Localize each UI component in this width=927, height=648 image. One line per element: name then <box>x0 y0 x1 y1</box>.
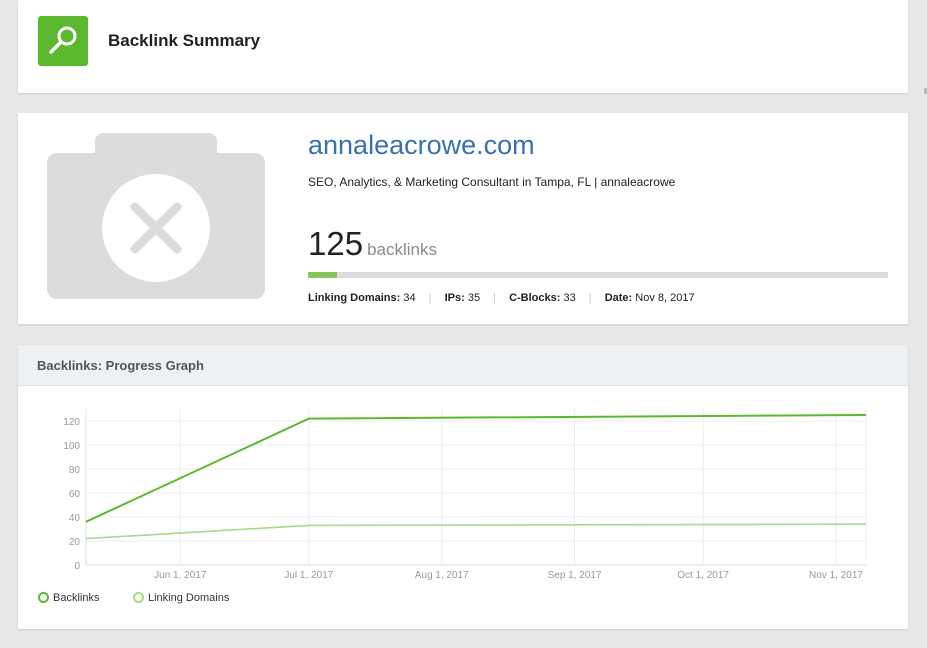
broken-image-icon <box>47 133 265 306</box>
graph-header: Backlinks: Progress Graph <box>18 345 908 386</box>
date-value: Nov 8, 2017 <box>635 292 695 304</box>
legend-item-backlinks[interactable]: Backlinks <box>38 592 99 604</box>
site-description: SEO, Analytics, & Marketing Consultant i… <box>308 175 676 189</box>
summary-card: annaleacrowe.com SEO, Analytics, & Marke… <box>18 113 908 324</box>
divider: | <box>493 292 496 304</box>
legend-label-backlinks: Backlinks <box>53 592 100 604</box>
series-line-linking-domains <box>85 523 867 540</box>
legend-item-linking-domains[interactable]: Linking Domains <box>133 592 229 604</box>
ips-label: IPs: <box>444 292 465 304</box>
progress-fill <box>308 272 337 278</box>
divider: | <box>588 292 592 304</box>
edge-marker <box>924 88 927 94</box>
page-title: Backlink Summary <box>108 31 261 50</box>
legend-marker-backlinks <box>38 592 49 603</box>
backlink-count-unit: backlinks <box>367 240 437 259</box>
x-tick-label: Oct 1, 2017 <box>677 570 729 581</box>
backlink-count: 125 backlinks <box>308 225 437 263</box>
y-tick-label: 0 <box>74 561 80 572</box>
ips-value: 35 <box>467 292 481 304</box>
magnifier-icon <box>38 16 88 66</box>
y-tick-label: 40 <box>69 513 81 524</box>
linking-domains-value: 34 <box>403 292 416 304</box>
x-tick-label: Jun 1, 2017 <box>154 570 207 581</box>
y-tick-label: 100 <box>63 441 80 452</box>
x-tick-label: Aug 1, 2017 <box>415 570 469 581</box>
cblocks-value: 33 <box>563 292 576 304</box>
graph-title: Backlinks: Progress Graph <box>37 358 204 373</box>
x-tick-label: Sep 1, 2017 <box>548 570 602 581</box>
legend-marker-linking-domains <box>133 592 144 603</box>
x-tick-label: Jul 1, 2017 <box>284 570 333 581</box>
legend-label-linking-domains: Linking Domains <box>148 592 230 604</box>
cblocks-label: C-Blocks: <box>509 292 561 304</box>
y-tick-label: 120 <box>63 417 80 428</box>
date-label: Date: <box>604 292 633 304</box>
stats-row: Linking Domains: 34 | IPs: 35 | C-Blocks… <box>308 292 695 304</box>
y-tick-label: 60 <box>69 489 81 500</box>
backlink-count-value: 125 <box>308 225 364 262</box>
y-tick-label: 20 <box>69 537 81 548</box>
divider: | <box>428 292 432 304</box>
progress-chart: 0 20 40 60 80 100 120 Jun 1, 2017 Jul 1, 2017 Aug… <box>63 409 867 581</box>
header-card: Backlink Summary <box>18 0 908 93</box>
linking-domains-label: Linking Domains: <box>308 292 401 304</box>
domain-link[interactable]: annaleacrowe.com <box>308 130 535 160</box>
x-tick-label: Nov 1, 2017 <box>809 570 863 581</box>
graph-card: Backlinks: Progress Graph 0 20 40 60 80 100 12… <box>18 345 908 629</box>
y-tick-label: 80 <box>69 465 81 476</box>
backlink-progress-bar <box>308 272 888 278</box>
series-line-backlinks <box>85 414 867 523</box>
